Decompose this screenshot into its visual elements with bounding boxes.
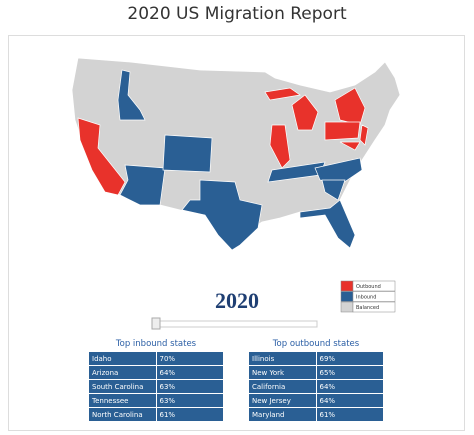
state-cell: Idaho xyxy=(88,351,157,366)
table-title: Top outbound states xyxy=(272,339,360,349)
state-cell: Maryland xyxy=(248,407,317,422)
table-row: Maryland 61% xyxy=(248,407,384,422)
state-florida xyxy=(299,199,356,249)
state-maryland xyxy=(339,141,361,151)
state-michigan-up xyxy=(264,87,301,101)
table: Idaho 70% Arizona 64% South Carolina 63% Tenne… xyxy=(88,351,224,422)
share-cell: 61% xyxy=(315,407,384,422)
state-michigan xyxy=(291,94,319,131)
state-new-york xyxy=(334,87,366,126)
page-title: 2020 US Migration Report xyxy=(127,4,347,24)
table-row: New Jersey 64% xyxy=(248,393,384,408)
share-cell: 63% xyxy=(155,393,224,408)
us-map xyxy=(71,57,401,251)
state-cell: New Jersey xyxy=(248,393,317,408)
share-cell: 64% xyxy=(315,379,384,394)
table-row: New York 65% xyxy=(248,365,384,380)
legend-box xyxy=(352,291,396,302)
state-cell: Arizona xyxy=(88,365,157,380)
state-idaho xyxy=(117,69,146,121)
table-row: Tennessee 63% xyxy=(88,393,224,408)
table-row: Arizona 64% xyxy=(88,365,224,380)
state-new-jersey xyxy=(359,124,369,146)
state-texas xyxy=(181,179,263,251)
state-pennsylvania xyxy=(324,121,361,141)
share-cell: 61% xyxy=(155,407,224,422)
legend-label: Balanced xyxy=(356,305,379,311)
share-cell: 69% xyxy=(315,351,384,366)
share-cell: 65% xyxy=(315,365,384,380)
legend-swatch xyxy=(340,291,354,302)
legend-box xyxy=(352,280,396,292)
frame xyxy=(8,35,465,431)
state-arizona xyxy=(119,164,166,206)
table-row: Illinois 69% xyxy=(248,351,384,366)
share-cell: 64% xyxy=(155,365,224,380)
share-cell: 64% xyxy=(315,393,384,408)
state-cell: Illinois xyxy=(248,351,317,366)
legend-label: Outbound xyxy=(356,284,381,290)
legend: Outbound Inbound Balanced xyxy=(340,280,396,313)
state-colorado xyxy=(162,134,213,173)
legend-swatch xyxy=(340,301,354,313)
year-label: 2020 xyxy=(215,288,259,313)
legend-label: Inbound xyxy=(356,295,376,301)
state-north-carolina xyxy=(314,157,363,186)
table-row: North Carolina 61% xyxy=(88,407,224,422)
state-cell: New York xyxy=(248,365,317,380)
table-title: Top inbound states xyxy=(115,339,197,349)
outbound-table: Top outbound states Illinois 69% New York 65… xyxy=(248,338,384,422)
state-cell: South Carolina xyxy=(88,379,157,394)
table: Illinois 69% New York 65% California 64% New J… xyxy=(248,351,384,422)
inbound-table: Top inbound states Idaho 70% Arizona 64% Sout… xyxy=(88,338,224,422)
state-cell: Tennessee xyxy=(88,393,157,408)
table-row: South Carolina 63% xyxy=(88,379,224,394)
legend-swatch xyxy=(340,280,354,292)
share-cell: 63% xyxy=(155,379,224,394)
state-cell: California xyxy=(248,379,317,394)
state-illinois xyxy=(269,124,291,169)
state-california xyxy=(77,117,126,196)
state-cell: North Carolina xyxy=(88,407,157,422)
legend-box xyxy=(352,301,396,313)
table-row: California 64% xyxy=(248,379,384,394)
slider-handle[interactable] xyxy=(151,317,161,330)
table-row: Idaho 70% xyxy=(88,351,224,366)
slider-track[interactable] xyxy=(151,320,318,328)
state-south-carolina xyxy=(321,179,346,201)
share-cell: 70% xyxy=(155,351,224,366)
